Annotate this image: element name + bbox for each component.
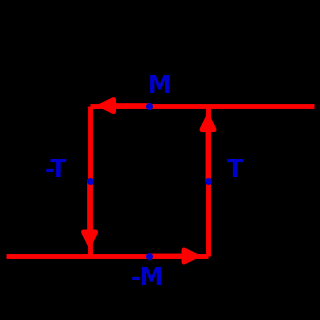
Text: -T: -T [45,158,67,182]
Text: M: M [148,74,172,99]
Text: T: T [227,158,243,182]
Text: -M: -M [131,266,164,291]
